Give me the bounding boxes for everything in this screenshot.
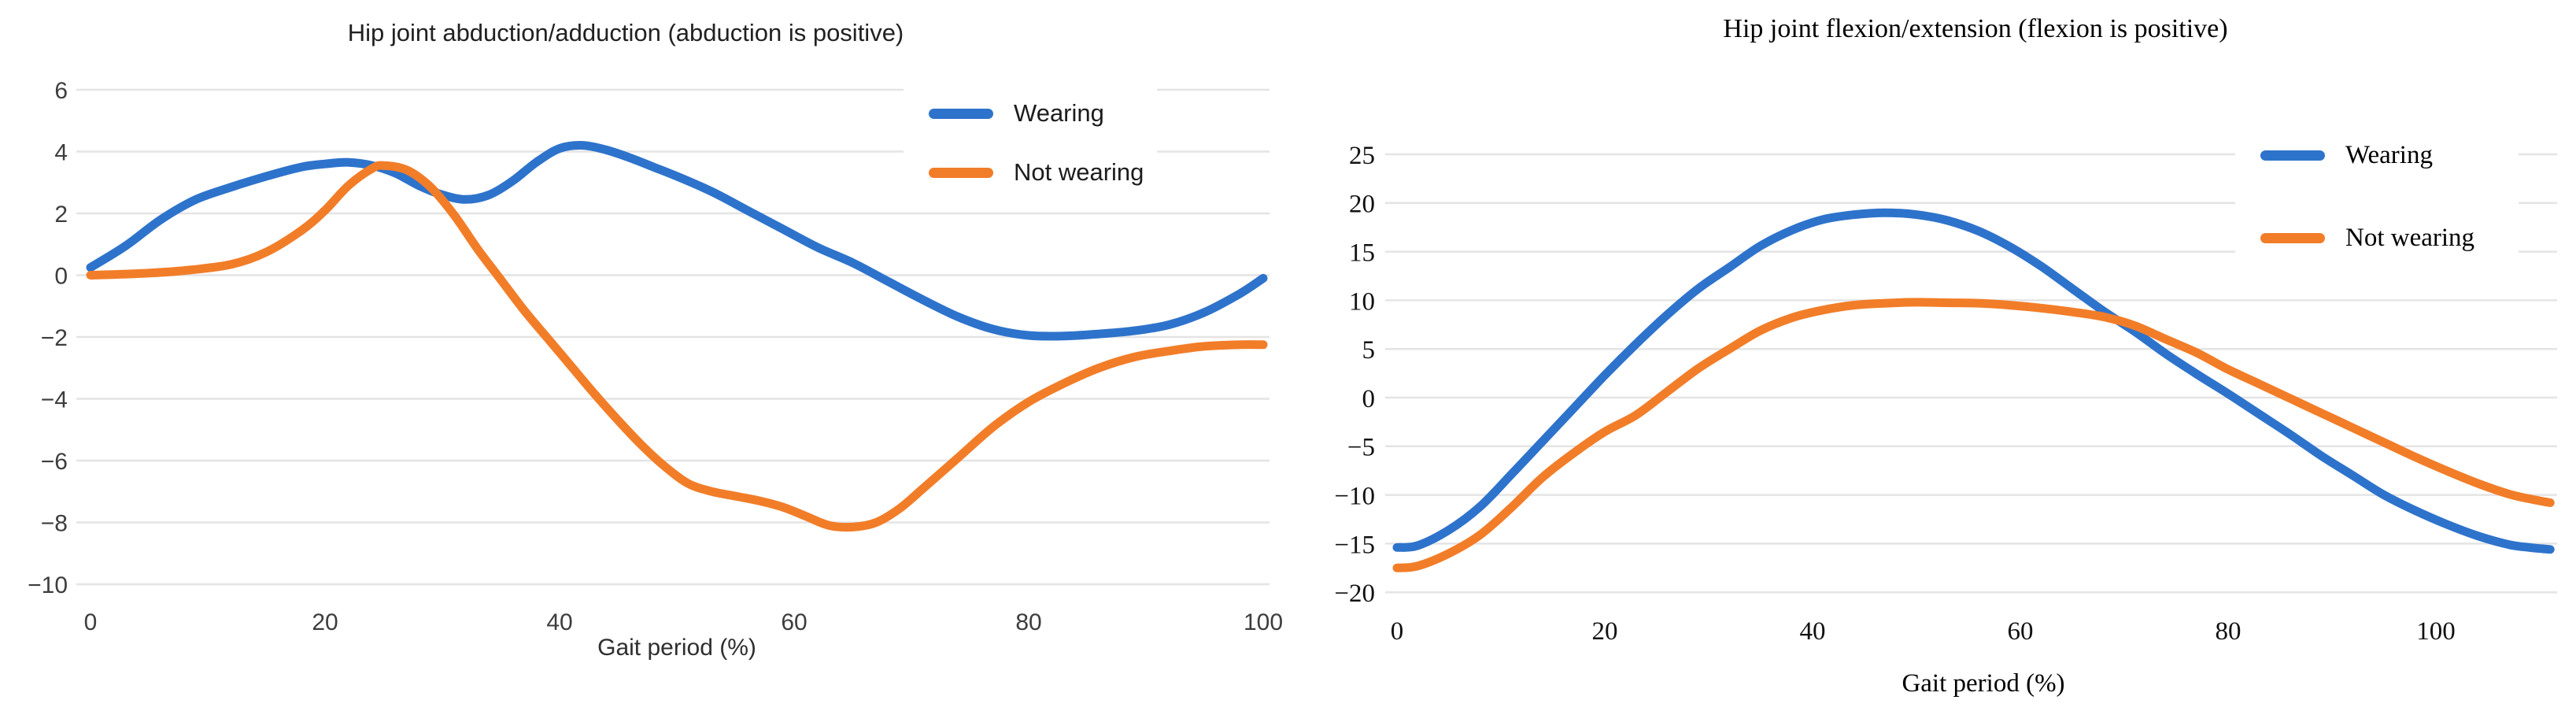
series-line-wearing xyxy=(1392,208,2555,554)
x-tick-label: 100 xyxy=(2416,617,2456,646)
y-tick-labels-group: 25 20 15 10 5 0 −5 −10 −15 −20 xyxy=(1334,142,1375,608)
y-tick-label: 6 xyxy=(54,78,68,104)
flexion-chart-legend: Wearing Not wearing xyxy=(2235,130,2519,256)
legend-item-wearing: Wearing xyxy=(2235,137,2519,173)
y-tick-label: 15 xyxy=(1349,239,1375,268)
y-tick-label: 0 xyxy=(54,263,68,289)
flexion-chart-plot-area: 25 20 15 10 5 0 −5 −10 −15 −20 0 20 40 60 80 100 xyxy=(1334,142,2557,646)
series-line-wearing xyxy=(86,141,1268,341)
not-wearing-legend-label: Not wearing xyxy=(2345,223,2475,252)
wearing-legend-label: Wearing xyxy=(1014,99,1104,127)
flexion-chart-title: Hip joint flexion/extension (flexion is … xyxy=(1723,14,2228,43)
x-tick-label: 20 xyxy=(1592,617,1618,646)
abduction-chart-legend: Wearing Not wearing xyxy=(904,88,1157,190)
series-line-not-wearing xyxy=(1392,298,2555,572)
flexion-x-axis-title: Gait period (%) xyxy=(1902,669,2065,698)
x-tick-label: 0 xyxy=(84,609,98,635)
y-tick-label: −15 xyxy=(1334,531,1375,559)
not-wearing-line-swatch xyxy=(929,167,993,178)
legend-item-not-wearing: Not wearing xyxy=(2235,220,2519,256)
y-tick-label: 0 xyxy=(1362,385,1376,413)
y-tick-label: −10 xyxy=(1334,483,1375,511)
wearing-line-swatch xyxy=(2260,150,2325,161)
gridlines-group xyxy=(76,88,1270,586)
y-tick-label: 25 xyxy=(1349,142,1375,170)
not-wearing-line-swatch xyxy=(2260,232,2325,243)
x-tick-labels-group: 0 20 40 60 80 100 xyxy=(1391,617,2456,646)
abduction-chart-title: Hip joint abduction/adduction (abduction… xyxy=(347,19,904,46)
y-tick-labels-group: 6 4 2 0 −2 −4 −6 −8 −10 xyxy=(28,78,68,598)
y-tick-label: −8 xyxy=(41,510,68,536)
x-tick-label: 80 xyxy=(1015,609,1041,635)
flexion-chart-panel: Hip joint flexion/extension (flexion is … xyxy=(1288,0,2576,711)
abduction-chart-panel: Hip joint abduction/adduction (abduction… xyxy=(28,19,1284,661)
y-tick-label: −2 xyxy=(41,325,68,351)
x-tick-label: 0 xyxy=(1391,617,1404,646)
y-tick-label: −5 xyxy=(1347,434,1375,462)
series-line-not-wearing xyxy=(86,161,1268,532)
y-tick-label: −6 xyxy=(41,449,68,475)
y-tick-label: −20 xyxy=(1334,580,1375,608)
wearing-legend-label: Wearing xyxy=(2345,140,2433,169)
x-tick-labels-group: 0 20 40 60 80 100 xyxy=(84,609,1283,635)
wearing-line-swatch xyxy=(929,108,993,119)
y-tick-label: 2 xyxy=(54,202,68,228)
x-tick-label: 40 xyxy=(1800,617,1826,646)
x-tick-label: 80 xyxy=(2216,617,2242,646)
y-tick-label: 5 xyxy=(1362,336,1376,365)
y-tick-label: 10 xyxy=(1349,287,1375,316)
y-tick-label: 20 xyxy=(1349,191,1375,219)
y-tick-label: −4 xyxy=(41,387,68,413)
legend-item-not-wearing: Not wearing xyxy=(904,155,1157,190)
legend-item-wearing: Wearing xyxy=(904,96,1157,131)
x-tick-label: 40 xyxy=(546,609,572,635)
y-tick-label: 4 xyxy=(54,139,68,165)
x-tick-label: 60 xyxy=(781,609,807,635)
y-tick-label: −10 xyxy=(28,572,68,598)
x-tick-label: 60 xyxy=(2008,617,2034,646)
not-wearing-legend-label: Not wearing xyxy=(1014,158,1144,186)
abduction-x-axis-title: Gait period (%) xyxy=(597,635,756,661)
x-tick-label: 100 xyxy=(1244,609,1283,635)
x-tick-label: 20 xyxy=(312,609,338,635)
